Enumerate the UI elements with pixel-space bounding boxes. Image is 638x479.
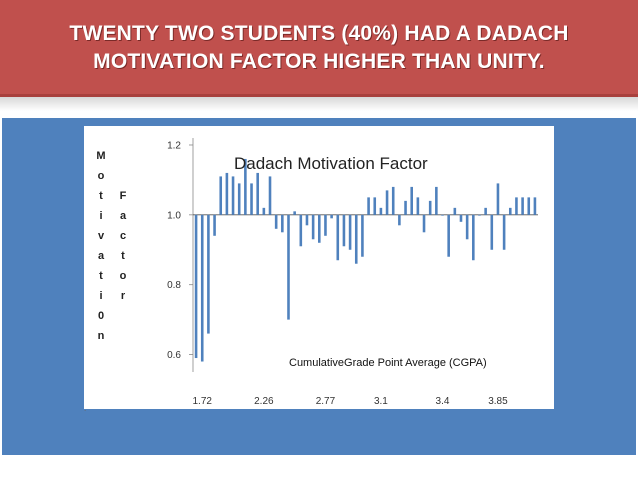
bar	[262, 207, 266, 215]
bar	[490, 214, 494, 250]
y-axis-letter: t	[99, 190, 103, 202]
bar	[287, 214, 290, 320]
y-axis-letter: v	[97, 230, 105, 242]
y-axis-letter: o	[119, 270, 127, 282]
decorative-dot: .	[84, 404, 87, 413]
bar	[324, 214, 327, 236]
bar	[194, 214, 198, 359]
bar	[521, 197, 524, 215]
bar	[281, 214, 284, 233]
bar	[342, 214, 346, 247]
bar	[447, 214, 450, 257]
bar	[379, 207, 383, 215]
bar	[465, 214, 469, 240]
bar	[385, 190, 389, 215]
y-axis-letter: M	[96, 150, 106, 162]
bar	[213, 214, 216, 236]
bar	[428, 200, 432, 215]
bar	[502, 214, 506, 250]
y-axis-letter: i	[99, 290, 103, 302]
bar	[318, 214, 321, 243]
x-tick-label: 2.26	[254, 396, 274, 407]
bar	[299, 214, 303, 247]
bar	[404, 200, 407, 215]
bar	[354, 214, 358, 264]
bar	[256, 172, 259, 215]
x-tick-label: 3.4	[436, 396, 450, 407]
bar	[207, 214, 210, 334]
x-tick-label: 1.72	[193, 396, 213, 407]
bar	[367, 197, 370, 215]
bar	[459, 214, 463, 222]
y-axis-letter: a	[97, 250, 105, 262]
bar	[515, 197, 518, 215]
bar	[250, 183, 253, 215]
bar	[441, 214, 444, 216]
bar	[219, 176, 223, 215]
bar	[231, 176, 235, 215]
bar	[330, 214, 333, 219]
y-axis-letter: o	[97, 170, 105, 182]
bar	[200, 214, 204, 362]
y-tick-label: 0.6	[167, 350, 181, 361]
bar	[274, 214, 278, 229]
y-axis-letter: n	[97, 330, 105, 342]
y-axis-letter: t	[99, 270, 103, 282]
y-tick-label: 1.0	[167, 210, 181, 221]
y-axis-letter: F	[119, 190, 127, 202]
y-axis-letter: a	[119, 210, 127, 222]
title-shadow	[0, 97, 638, 111]
bar	[508, 207, 512, 215]
bar	[311, 214, 315, 240]
bar	[398, 214, 401, 226]
bar	[225, 172, 229, 215]
bar	[268, 176, 272, 215]
bar	[453, 207, 457, 215]
chart-area	[84, 126, 554, 409]
x-tick-label: 2.77	[316, 396, 336, 407]
bar	[478, 214, 481, 216]
chart-title: Dadach Motivation Factor	[234, 154, 428, 173]
bar	[391, 186, 395, 215]
y-axis-letter: c	[119, 230, 127, 242]
y-tick-label: 0.8	[167, 280, 181, 291]
x-tick-label: 3.85	[488, 396, 508, 407]
bar	[244, 158, 247, 215]
bar	[416, 197, 420, 215]
bar	[422, 214, 426, 233]
bar	[361, 214, 364, 257]
bar	[533, 197, 537, 215]
bar	[410, 186, 413, 215]
bar	[435, 186, 438, 215]
bar	[373, 197, 377, 215]
bar	[293, 211, 296, 215]
bar	[527, 197, 531, 215]
slide-title-line-1: TWENTY TWO STUDENTS (40%) HAD A DADACH	[69, 22, 569, 45]
x-axis-label: CumulativeGrade Point Average (CGPA)	[289, 357, 487, 369]
y-axis-letter: 0	[97, 310, 105, 322]
bar	[348, 214, 352, 250]
y-axis-letter: r	[120, 290, 126, 302]
slide-title: TWENTY TWO STUDENTS (40%) HAD A DADACH M…	[0, 20, 638, 76]
bar	[496, 183, 500, 215]
bar	[237, 183, 241, 215]
y-axis-letter: i	[99, 210, 103, 222]
y-axis-letter: t	[121, 250, 125, 262]
bar	[305, 214, 309, 226]
bar	[336, 214, 340, 261]
bar	[472, 214, 475, 261]
y-tick-label: 1.2	[167, 140, 181, 151]
x-tick-label: 3.1	[374, 396, 388, 407]
title-bar	[0, 0, 638, 97]
slide-title-line-2: MOTIVATION FACTOR HIGHER THAN UNITY.	[93, 50, 545, 73]
bar	[484, 207, 487, 215]
